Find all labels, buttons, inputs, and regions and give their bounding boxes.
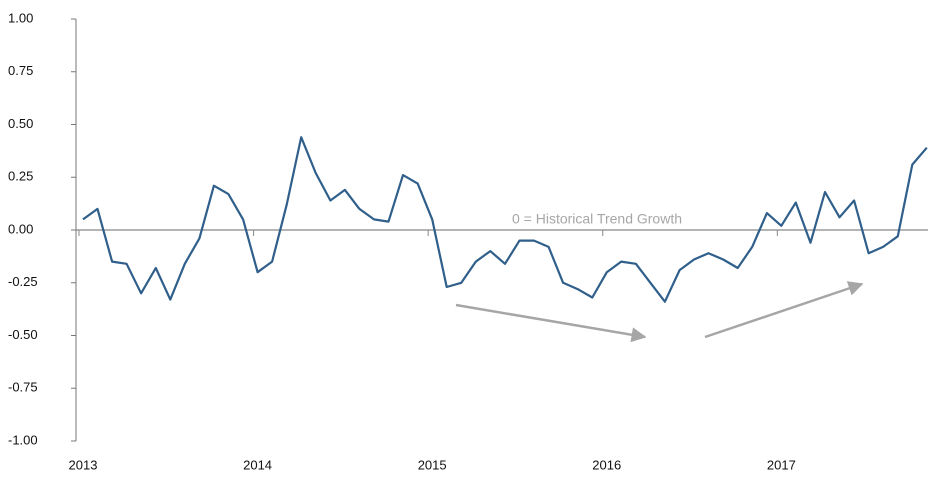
x-tick-label: 2017 <box>767 457 796 472</box>
y-tick-label: 1.00 <box>8 10 33 25</box>
y-tick-label: -0.75 <box>8 380 38 395</box>
y-tick-label: -0.50 <box>8 327 38 342</box>
data-line <box>82 136 928 303</box>
arrow <box>704 281 864 339</box>
x-tick-label: 2015 <box>418 457 447 472</box>
y-tick-label: -0.25 <box>8 274 38 289</box>
y-tick-label: -1.00 <box>8 432 38 447</box>
y-tick-label: 0.75 <box>8 63 33 78</box>
x-tick-label: 2016 <box>592 457 621 472</box>
x-tick-label: 2013 <box>69 457 98 472</box>
y-tick-label: 0.25 <box>8 169 33 184</box>
y-tick-label: 0.50 <box>8 116 33 131</box>
y-tick-label: 0.00 <box>8 221 33 236</box>
annotation: 0 = Historical Trend Growth <box>512 211 682 227</box>
x-tick-label: 2014 <box>243 457 272 472</box>
arrow <box>455 303 647 343</box>
